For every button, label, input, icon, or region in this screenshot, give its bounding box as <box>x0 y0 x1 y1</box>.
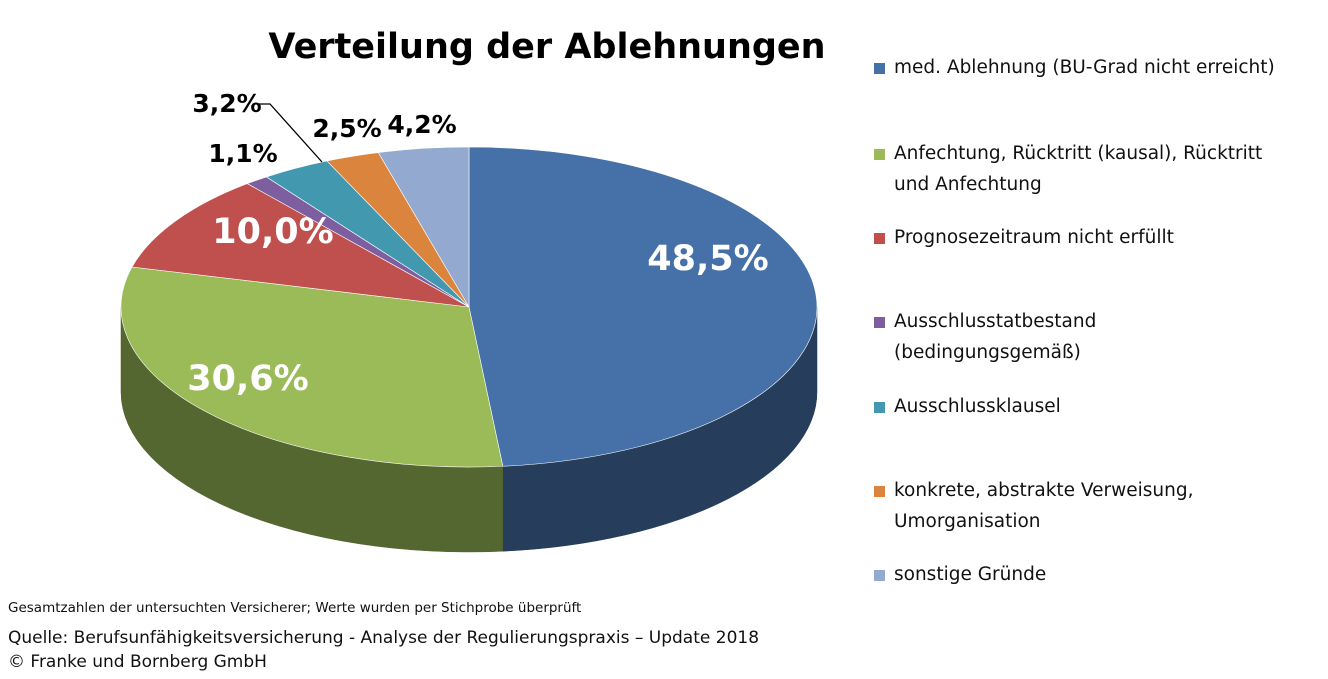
legend-item: med. Ablehnung (BU-Grad nicht erreicht) <box>874 52 1324 83</box>
legend-label: konkrete, abstrakte Verweisung, Umorganis… <box>894 480 1194 532</box>
leader-line <box>258 103 323 163</box>
pie-slice-0 <box>468 146 818 467</box>
legend-item: Ausschlusstatbestand (bedingungsgemäß) <box>874 306 1324 368</box>
legend-item: konkrete, abstrakte Verweisung, Umorganis… <box>874 475 1324 537</box>
footer-note: Gesamtzahlen der untersuchten Versichere… <box>8 600 582 616</box>
pie-slice-2 <box>131 183 470 308</box>
data-label-4: 3,2% <box>192 89 261 118</box>
legend-swatch <box>874 402 885 413</box>
pie-labels: 48,5% 30,6% 10,0% 1,1% 3,2% 2,5% 4,2% <box>187 89 768 399</box>
data-label-3: 1,1% <box>208 139 277 168</box>
legend-swatch <box>874 233 885 244</box>
legend-label: Ausschlusstatbestand (bedingungsgemäß) <box>894 311 1097 363</box>
legend-label: med. Ablehnung (BU-Grad nicht erreicht) <box>894 57 1275 78</box>
pie-tops <box>120 146 818 468</box>
legend-swatch <box>874 486 885 497</box>
legend-label: sonstige Gründe <box>894 564 1047 585</box>
legend-label: Ausschlussklausel <box>894 396 1061 417</box>
legend-swatch <box>874 149 885 160</box>
legend-item: Ausschlussklausel <box>874 391 1324 422</box>
chart-title: Verteilung der Ablehnungen <box>268 27 825 67</box>
footer-source: Quelle: Berufsunfähigkeitsversicherung -… <box>8 628 760 648</box>
pie-slice-6 <box>377 146 470 309</box>
legend-swatch <box>874 63 885 74</box>
data-label-0: 48,5% <box>647 239 768 279</box>
legend-item: Prognosezeitraum nicht erfüllt <box>874 222 1324 253</box>
legend-item: Anfechtung, Rücktritt (kausal), Rücktrit… <box>874 138 1324 200</box>
footer-copyright: © Franke und Bornberg GmbH <box>8 652 267 672</box>
legend-label: Prognosezeitraum nicht erfüllt <box>894 227 1174 248</box>
data-label-2: 10,0% <box>212 212 333 252</box>
pie-slice-1 <box>120 266 504 468</box>
legend-label: Anfechtung, Rücktritt (kausal), Rücktrit… <box>894 143 1263 195</box>
legend-swatch <box>874 317 885 328</box>
data-label-5: 2,5% <box>312 114 381 143</box>
legend-swatch <box>874 570 885 581</box>
legend-item: sonstige Gründe <box>874 559 1324 590</box>
data-label-1: 30,6% <box>187 359 308 399</box>
data-label-6: 4,2% <box>387 110 456 139</box>
